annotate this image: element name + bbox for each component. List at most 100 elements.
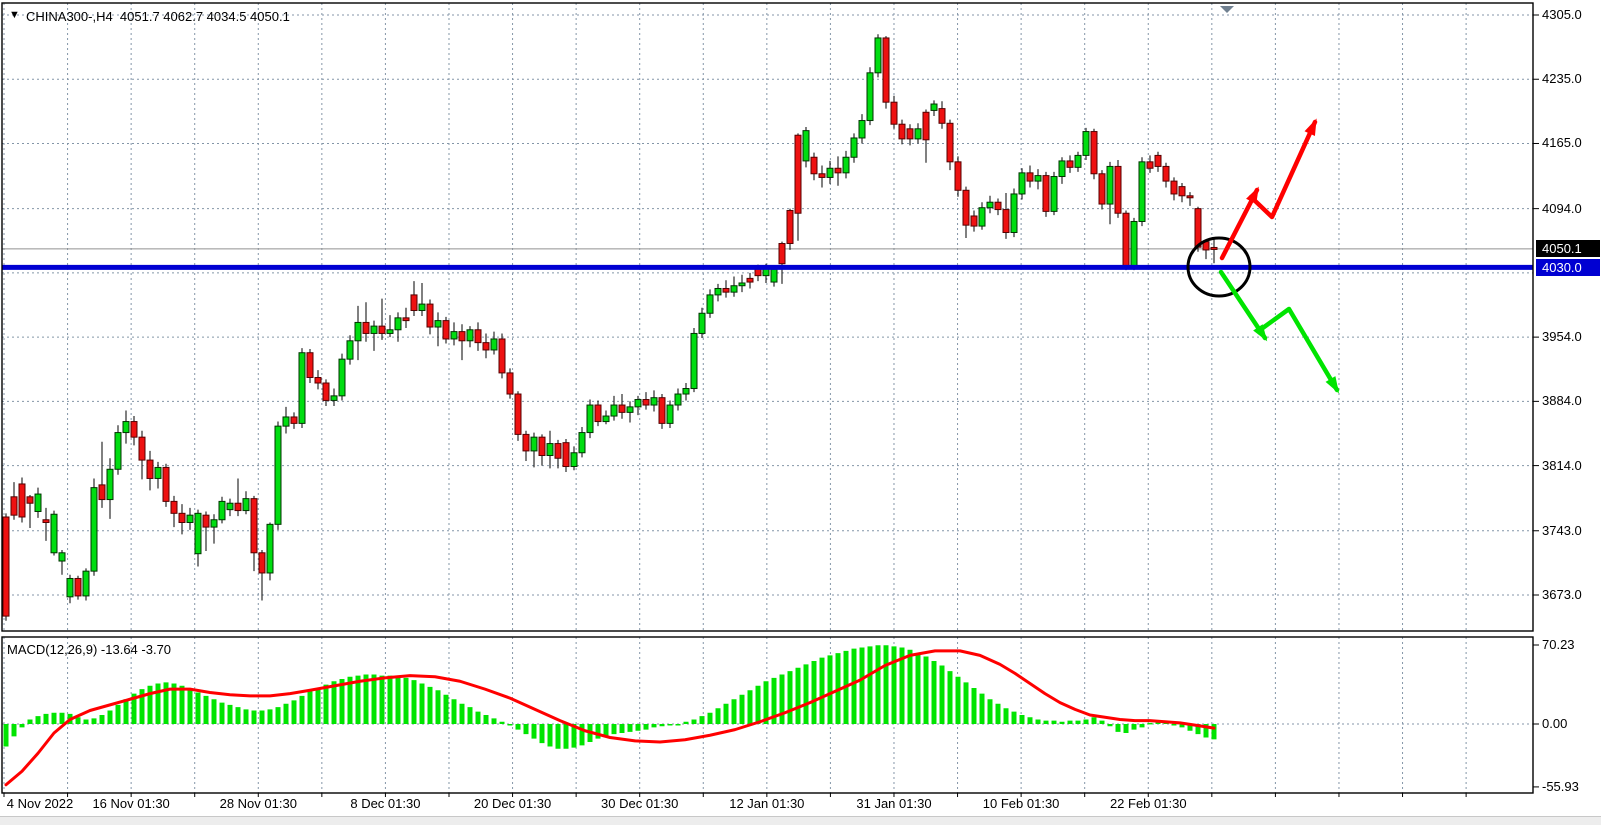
bear-candle <box>1162 165 1170 182</box>
bear-candle <box>170 500 178 514</box>
macd-bar <box>227 704 233 724</box>
macd-axis-label: 70.23 <box>1542 637 1575 652</box>
main-panel-border <box>1 2 1534 632</box>
bear-candle <box>202 514 210 528</box>
entry-circle-annotation[interactable] <box>1186 236 1252 298</box>
macd-bar <box>355 675 361 724</box>
macd-bar <box>667 724 673 726</box>
bear-candle <box>250 498 258 554</box>
macd-bar <box>43 713 49 724</box>
macd-bar <box>379 675 385 724</box>
bear-candle <box>362 321 370 334</box>
bear-candle <box>178 512 186 524</box>
bear-candle <box>1098 173 1106 205</box>
macd-bar <box>883 645 889 724</box>
symbol-dropdown-icon[interactable]: ▼ <box>9 9 20 21</box>
bull-candle <box>34 493 42 512</box>
bear-candle <box>722 287 730 293</box>
bull-candle <box>386 329 394 334</box>
bear-candle <box>922 111 930 141</box>
bear-candle <box>1122 212 1130 267</box>
macd-bar <box>1099 720 1105 724</box>
time-axis-label: 31 Jan 01:30 <box>856 796 932 811</box>
bear-candle <box>746 277 754 283</box>
bear-candle <box>1114 165 1122 214</box>
macd-bar <box>203 695 209 724</box>
bull-candle <box>650 397 658 406</box>
macd-bar <box>115 704 121 724</box>
macd-bar <box>467 707 473 724</box>
bear-candle <box>10 496 18 516</box>
macd-bar <box>179 685 185 724</box>
bull-candle <box>1058 160 1066 178</box>
macd-bar <box>643 724 649 730</box>
macd-bar <box>251 710 257 724</box>
macd-bar <box>579 724 585 746</box>
macd-bar <box>163 682 169 724</box>
macd-histogram <box>3 645 1217 749</box>
bull-candle <box>90 487 98 572</box>
macd-bar <box>755 685 761 724</box>
bull-candle <box>850 137 858 158</box>
bull-candle <box>682 388 690 395</box>
macd-bar <box>915 653 921 724</box>
macd-bar <box>555 724 561 749</box>
bear-candle <box>1066 160 1074 168</box>
macd-bar <box>899 647 905 724</box>
macd-bar <box>235 707 241 724</box>
macd-bar <box>811 661 817 724</box>
bear-candle <box>458 331 466 342</box>
macd-bar <box>195 692 201 724</box>
bearish-scenario-arrow[interactable] <box>1218 269 1340 394</box>
macd-axis-label: -55.93 <box>1542 778 1579 794</box>
macd-bar <box>347 676 353 724</box>
bear-candle <box>314 377 322 384</box>
bullish-scenario-arrow[interactable] <box>1219 118 1318 261</box>
macd-bar <box>1051 720 1057 724</box>
bull-candle <box>626 406 634 413</box>
macd-bar <box>459 703 465 724</box>
macd-bar <box>403 677 409 724</box>
macd-bar <box>123 699 129 724</box>
macd-bar <box>147 685 153 724</box>
bear-candle <box>130 421 138 438</box>
bull-candle <box>154 466 162 479</box>
drawn-annotations[interactable] <box>1186 118 1340 394</box>
macd-bar <box>1059 721 1065 724</box>
macd-bar <box>35 716 41 724</box>
bull-candle <box>210 519 218 528</box>
macd-bar <box>1131 724 1137 730</box>
chart-title-ohlc: CHINA300-,H4 4051.7 4062.7 4034.5 4050.1 <box>26 9 290 24</box>
bull-candle <box>1074 154 1082 168</box>
bull-candle <box>530 436 538 452</box>
macd-bar <box>267 709 273 724</box>
macd-bar <box>283 703 289 724</box>
macd-bar <box>715 708 721 724</box>
macd-bar <box>1171 724 1177 726</box>
bull-candle <box>122 421 130 434</box>
bull-candle <box>434 320 442 328</box>
macd-bar <box>27 719 33 724</box>
bull-candle <box>1018 172 1026 195</box>
time-axis-label: 8 Dec 01:30 <box>350 796 421 811</box>
candlesticks <box>2 34 1218 621</box>
bear-candle <box>2 516 10 617</box>
bear-candle <box>1026 172 1034 182</box>
macd-bar <box>939 665 945 724</box>
chart-shift-marker[interactable] <box>1220 6 1234 13</box>
bear-candle <box>378 325 386 334</box>
bull-candle <box>706 294 714 314</box>
macd-panel-border <box>1 636 1534 794</box>
bull-candle <box>674 393 682 406</box>
bull-candle <box>1010 193 1018 234</box>
macd-bar <box>987 699 993 724</box>
bull-candle <box>50 513 58 554</box>
bear-candle <box>938 108 946 124</box>
bear-candle <box>538 436 546 457</box>
axis-ticks <box>3 14 1539 797</box>
bull-candle <box>826 167 834 178</box>
price-axis-label: 4094.0 <box>1542 200 1582 216</box>
bear-candle <box>994 201 1002 211</box>
bull-candle <box>698 312 706 334</box>
